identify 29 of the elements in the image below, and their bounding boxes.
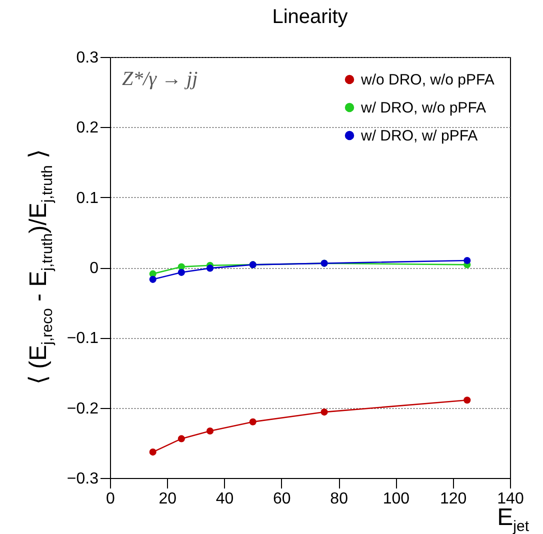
point [320, 408, 328, 416]
point [178, 268, 185, 276]
point [206, 264, 214, 272]
x-tick-label: 20 [158, 490, 177, 508]
x-tick-label: 80 [330, 490, 348, 508]
x-tick-label: 40 [216, 490, 234, 508]
y-tick-label: −0.3 [66, 470, 99, 488]
annotation: Z*/γ → jj [122, 68, 198, 90]
x-tick-label: 0 [106, 490, 116, 508]
y-tick-label: −0.2 [66, 400, 99, 418]
point [249, 418, 256, 426]
y-tick-label: −0.1 [66, 330, 99, 348]
y-tick-label: 0.2 [76, 120, 99, 137]
chart-title: Linearity [272, 6, 348, 28]
y-tick-label: 0 [90, 260, 99, 277]
y-tick-label: 0.3 [76, 50, 99, 66]
legend-label: w/o DRO, w/o pPFA [360, 72, 494, 88]
legend-label: w/ DRO, w/o pPFA [360, 100, 486, 116]
point [464, 396, 471, 404]
point [178, 435, 185, 442]
x-tick-label: 120 [440, 490, 467, 508]
x-tick-label: 100 [382, 490, 410, 508]
x-tick-label: 60 [273, 490, 291, 508]
y-tick-label: 0.1 [76, 190, 99, 207]
point [149, 276, 156, 283]
point [206, 427, 214, 435]
point [464, 256, 471, 264]
legend-label: w/ DRO, w/ pPFA [360, 128, 478, 144]
point [149, 448, 156, 456]
